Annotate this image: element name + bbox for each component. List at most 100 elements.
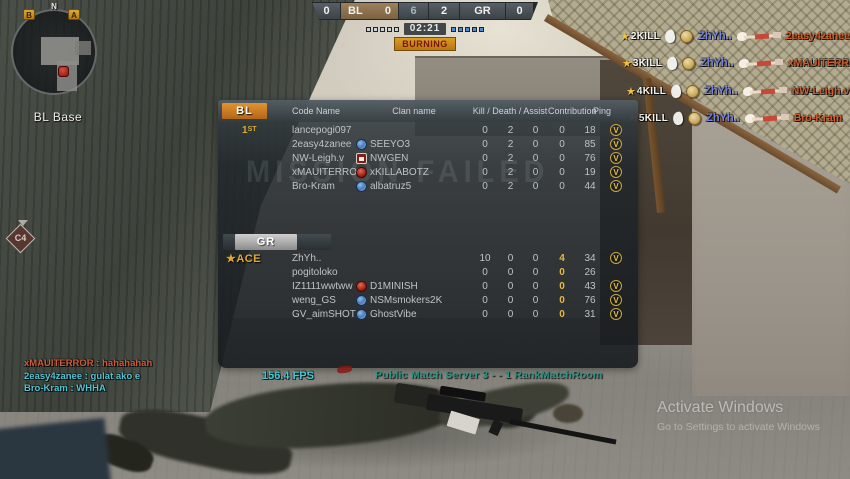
- killer-name: ZhYh..: [700, 57, 734, 69]
- clan-icon: [356, 280, 367, 292]
- ping-value: 34: [584, 252, 596, 264]
- player-row: Bro-Kram albatruz5 0 2 0 0 44 V: [218, 179, 638, 193]
- contribution: 4: [559, 252, 565, 264]
- gr-team-tag: GR: [460, 3, 505, 19]
- gr-team-badge: GR: [235, 234, 297, 250]
- vip-badge-icon: V: [610, 180, 622, 192]
- kill-count: 0: [482, 308, 488, 320]
- medal-icon: [682, 56, 696, 70]
- assist-count: 0: [532, 166, 539, 178]
- clan-name: GhostVibe: [370, 308, 417, 320]
- mid-left-score: 6: [399, 3, 428, 19]
- ping-value: 76: [584, 152, 596, 164]
- vip-badge-icon: V: [610, 166, 622, 178]
- clan-icon: [356, 294, 367, 306]
- player-name: 2easy4zanee: [292, 138, 352, 150]
- ping-value: 31: [584, 308, 596, 320]
- kill-streak-badge: ★ 4KILL: [626, 85, 667, 98]
- victim-name: Bro-Kram: [793, 112, 843, 124]
- column-clan-name: Clan name: [392, 106, 436, 116]
- dead-soldier-hand: [553, 404, 583, 423]
- player-row: ★ACE ZhYh.. 10 0 0 4 34 V: [218, 251, 638, 265]
- kill-count: 0: [482, 266, 488, 278]
- gr-team-bar: GR: [223, 234, 331, 250]
- player-row: xMAUITERROR xKILLABOTZ 0 2 0 0 19 V: [218, 165, 638, 179]
- server-info: Public Match Server 3 - - 1 RankMatchRoo…: [375, 369, 603, 381]
- bl-round-pips: [365, 26, 399, 32]
- column-code-name: Code Name: [292, 106, 341, 116]
- streak-flame-icon: [671, 110, 685, 126]
- weapon-icon: [738, 57, 783, 70]
- c4-label: C4: [14, 233, 27, 243]
- kill-count: 0: [482, 152, 488, 164]
- kill-count: 0: [482, 280, 488, 292]
- player-row: pogitoloko 0 0 0 0 26 V: [218, 265, 638, 279]
- minimap-map-shape: [41, 37, 79, 65]
- ping-value: 76: [584, 294, 596, 306]
- scoreboard-panel: MISSION FAILED Code Name Clan name Kill …: [218, 100, 638, 368]
- assist-count: 0: [532, 180, 539, 192]
- vip-badge-icon: V: [610, 294, 622, 306]
- vip-badge-icon: V: [610, 308, 622, 320]
- streak-flame-icon: [669, 83, 683, 99]
- clan-icon: [356, 308, 367, 320]
- minimap-map-shape: [75, 41, 91, 55]
- column-ping: Ping: [592, 106, 611, 116]
- clan-name: D1MINISH: [370, 280, 418, 292]
- vip-badge-icon: V: [610, 138, 622, 150]
- death-count: 2: [507, 152, 514, 164]
- kill-feed-row: ★5KILL ZhYh.. Bro-Kram: [628, 110, 842, 126]
- medal-icon: [686, 84, 700, 98]
- clan-name: SEEYO3: [370, 138, 411, 150]
- star-icon: ★: [622, 57, 632, 70]
- kill-feed-row: ★3KILL ZhYh.. xMAUITERROR: [622, 55, 850, 71]
- medal-icon: [680, 29, 694, 43]
- contribution: 0: [559, 280, 565, 292]
- assist-count: 0: [532, 124, 539, 136]
- bl-team-tag: BL: [348, 5, 363, 17]
- kill-feed-row: ★ 4KILL ZhYh.. NW-Leigh.v: [626, 83, 849, 99]
- clan-name: xKILLABOTZ: [370, 166, 429, 178]
- contribution: 0: [559, 294, 565, 306]
- assist-count: 0: [532, 252, 539, 264]
- column-kda: Kill / Death / Assist: [472, 106, 548, 116]
- player-name: weng_GS: [292, 294, 336, 306]
- death-count: 0: [507, 308, 514, 320]
- minimap-north-label: N: [51, 2, 57, 11]
- ping-value: 85: [584, 138, 596, 150]
- ping-value: 44: [584, 180, 596, 192]
- score-bar: 0 BL 0 6 2 GR 0 02:21 BURNING: [312, 2, 538, 51]
- ping-value: 18: [584, 124, 596, 136]
- player-row: 1ST lancepogi097 0 2 0 0 18 V: [218, 123, 638, 137]
- minimap-site-a-icon: A: [68, 9, 80, 20]
- contribution: 0: [559, 266, 565, 278]
- bl-kill-score: 0: [313, 3, 340, 19]
- scoreboard-header: Code Name Clan name Kill / Death / Assis…: [218, 100, 638, 122]
- gr-round-pips: [451, 26, 485, 32]
- weapon-icon: [744, 112, 789, 125]
- kill-count: 0: [482, 294, 488, 306]
- player-name: xMAUITERROR: [292, 166, 365, 178]
- assist-count: 0: [532, 294, 539, 306]
- death-count: 0: [507, 294, 514, 306]
- death-count: 0: [507, 280, 514, 292]
- victim-name: NW-Leigh.v: [791, 85, 850, 97]
- victim-name: xMAUITERROR: [787, 57, 850, 69]
- player-row: GV_aimSHOT GhostVibe 0 0 0 0 31 V: [218, 307, 638, 321]
- column-contribution: Contribution: [548, 106, 597, 116]
- corner-object: [0, 417, 112, 479]
- rank-label: 1ST: [242, 124, 257, 136]
- streak-flame-icon: [663, 28, 677, 44]
- chat-message: xMAUITERROR : hahahahah: [24, 358, 153, 369]
- player-row: IZ1111wwtww D1MINISH 0 0 0 0 43 V: [218, 279, 638, 293]
- vip-badge-icon: V: [610, 280, 622, 292]
- contribution: 0: [559, 124, 565, 136]
- mission-watermark: MISSION FAILED: [246, 154, 550, 190]
- player-row: NW-Leigh.v NWGEN 0 2 0 0 76 V: [218, 151, 638, 165]
- contribution: 0: [559, 308, 565, 320]
- vip-badge-icon: V: [610, 124, 622, 136]
- mid-right-score: 2: [429, 3, 459, 19]
- assist-count: 0: [532, 266, 539, 278]
- kill-streak-badge: ★ 2KILL: [620, 30, 661, 43]
